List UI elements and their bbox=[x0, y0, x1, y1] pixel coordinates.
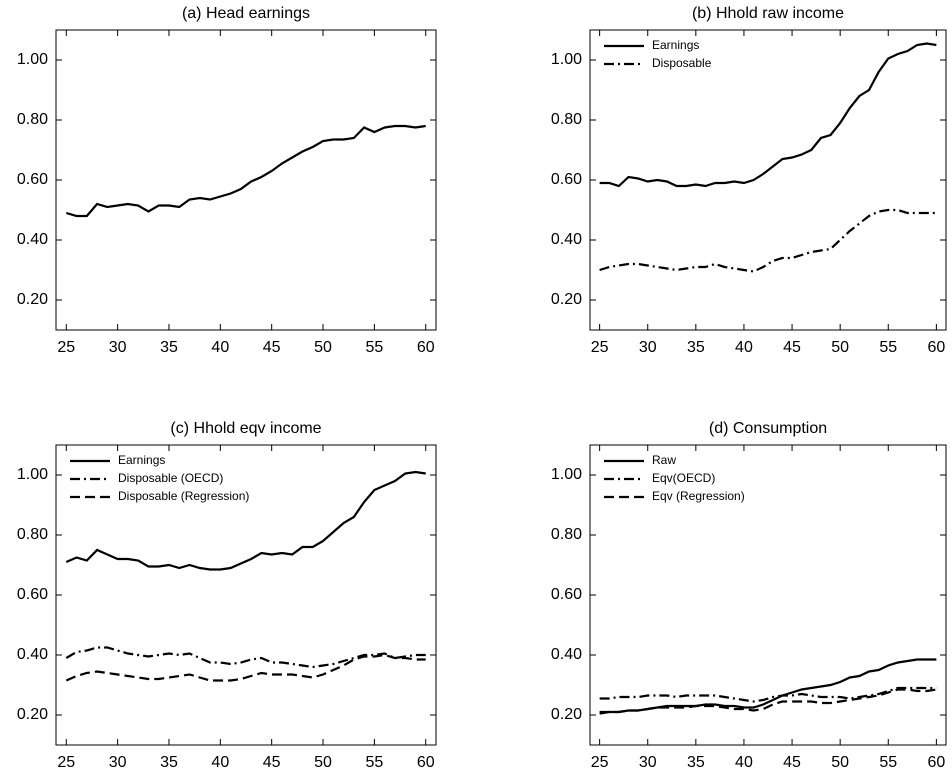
legend-label: Disposable (Regression) bbox=[118, 489, 249, 503]
y-tick-label: 1.00 bbox=[17, 51, 48, 68]
x-tick-label: 55 bbox=[365, 754, 383, 771]
x-tick-label: 55 bbox=[879, 754, 897, 771]
chart-title: (c) Hhold eqv income bbox=[170, 420, 321, 437]
x-tick-label: 35 bbox=[687, 754, 705, 771]
x-tick-label: 35 bbox=[160, 754, 178, 771]
y-tick-label: 0.40 bbox=[551, 231, 582, 248]
y-tick-label: 0.40 bbox=[17, 231, 48, 248]
x-tick-label: 40 bbox=[211, 339, 229, 356]
data-line bbox=[65, 646, 426, 669]
x-tick-label: 40 bbox=[211, 754, 229, 771]
x-tick-label: 45 bbox=[783, 339, 801, 356]
x-tick-label: 60 bbox=[927, 754, 945, 771]
legend-label: Raw bbox=[652, 453, 676, 467]
y-tick-label: 0.60 bbox=[551, 171, 582, 188]
y-tick-label: 0.20 bbox=[551, 291, 582, 308]
x-tick-label: 25 bbox=[591, 339, 609, 356]
x-tick-label: 45 bbox=[783, 754, 801, 771]
x-tick-label: 40 bbox=[735, 754, 753, 771]
x-tick-label: 50 bbox=[831, 754, 849, 771]
data-line bbox=[599, 686, 937, 703]
data-line bbox=[65, 653, 426, 682]
y-tick-label: 0.60 bbox=[17, 171, 48, 188]
chart-title: (d) Consumption bbox=[709, 420, 827, 437]
data-line bbox=[599, 688, 937, 715]
y-tick-label: 1.00 bbox=[551, 51, 582, 68]
legend-label: Disposable (OECD) bbox=[118, 471, 223, 485]
y-tick-label: 0.60 bbox=[17, 586, 48, 603]
x-tick-label: 60 bbox=[417, 754, 435, 771]
y-tick-label: 0.20 bbox=[17, 291, 48, 308]
x-tick-label: 45 bbox=[263, 754, 281, 771]
data-line bbox=[599, 42, 937, 188]
x-tick-label: 55 bbox=[879, 339, 897, 356]
chart-title: (a) Head earnings bbox=[182, 5, 310, 22]
x-tick-label: 35 bbox=[687, 339, 705, 356]
x-tick-label: 25 bbox=[57, 754, 75, 771]
y-tick-label: 1.00 bbox=[551, 466, 582, 483]
x-tick-label: 60 bbox=[927, 339, 945, 356]
y-tick-label: 0.40 bbox=[551, 646, 582, 663]
y-tick-label: 0.60 bbox=[551, 586, 582, 603]
x-tick-label: 60 bbox=[417, 339, 435, 356]
x-tick-label: 40 bbox=[735, 339, 753, 356]
x-tick-label: 25 bbox=[57, 339, 75, 356]
x-tick-label: 30 bbox=[639, 339, 657, 356]
chart-title: (b) Hhold raw income bbox=[692, 5, 844, 22]
x-tick-label: 45 bbox=[263, 339, 281, 356]
legend-label: Earnings bbox=[652, 38, 699, 52]
x-tick-label: 30 bbox=[109, 339, 127, 356]
x-tick-label: 50 bbox=[831, 339, 849, 356]
data-line bbox=[599, 658, 937, 714]
legend-label: Eqv (Regression) bbox=[652, 489, 745, 503]
x-tick-label: 50 bbox=[314, 754, 332, 771]
y-tick-label: 0.80 bbox=[551, 526, 582, 543]
x-tick-label: 25 bbox=[591, 754, 609, 771]
x-tick-label: 55 bbox=[365, 339, 383, 356]
x-tick-label: 30 bbox=[109, 754, 127, 771]
plot-frame bbox=[55, 29, 437, 331]
y-tick-label: 0.20 bbox=[17, 706, 48, 723]
y-tick-label: 0.20 bbox=[551, 706, 582, 723]
x-tick-label: 30 bbox=[639, 754, 657, 771]
data-line bbox=[599, 208, 937, 273]
data-line bbox=[65, 124, 426, 218]
data-line bbox=[65, 470, 426, 571]
y-tick-label: 0.80 bbox=[17, 111, 48, 128]
y-tick-label: 0.40 bbox=[17, 646, 48, 663]
y-tick-label: 1.00 bbox=[17, 466, 48, 483]
legend-label: Disposable bbox=[652, 56, 712, 70]
legend-label: Eqv(OECD) bbox=[652, 471, 715, 485]
x-tick-label: 50 bbox=[314, 339, 332, 356]
legend-label: Earnings bbox=[118, 453, 165, 467]
x-tick-label: 35 bbox=[160, 339, 178, 356]
y-tick-label: 0.80 bbox=[551, 111, 582, 128]
plot-frame bbox=[589, 444, 947, 746]
y-tick-label: 0.80 bbox=[17, 526, 48, 543]
